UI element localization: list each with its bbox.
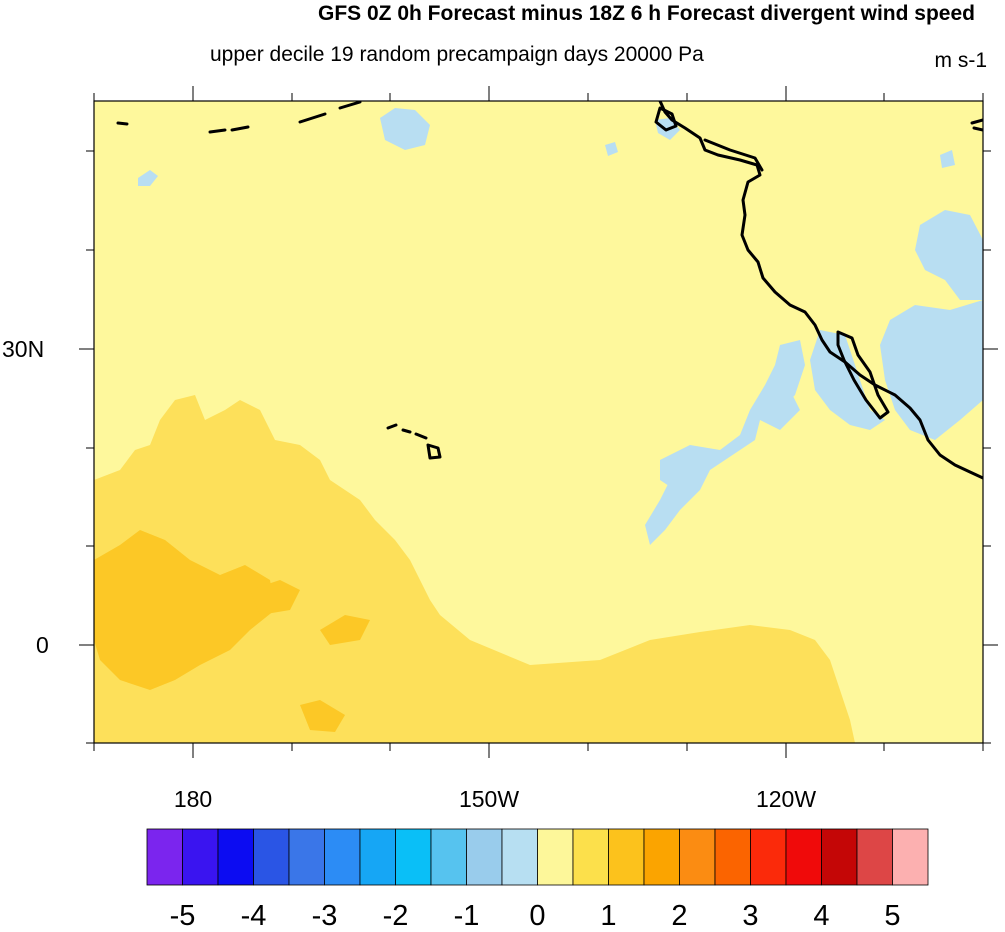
negative-region-small-2 <box>605 142 618 156</box>
colorbar-tick-label: 0 <box>529 900 546 932</box>
negative-region-east-1 <box>915 210 983 300</box>
colorbar-swatch <box>856 828 893 886</box>
x-tick-label-150w: 150W <box>458 786 520 812</box>
positive-region-strong-3 <box>320 615 370 645</box>
map-title: GFS 0Z 0h Forecast minus 18Z 6 h Forecas… <box>317 2 975 25</box>
colorbar-swatch <box>217 828 254 886</box>
colorbar-swatch <box>821 828 858 886</box>
y-tick-label-0: 0 <box>36 632 49 658</box>
colorbar-swatch <box>892 828 929 886</box>
colorbar-tick-label: -1 <box>453 900 480 932</box>
colorbar-swatch <box>643 828 680 886</box>
contour-field <box>94 101 983 743</box>
colorbar <box>146 828 929 886</box>
colorbar-tick-label: -3 <box>311 900 338 932</box>
colorbar-swatch <box>395 828 432 886</box>
ne-corner-coast <box>970 118 983 132</box>
colorbar-swatch <box>430 828 467 886</box>
negative-region-sw-1 <box>645 340 805 545</box>
colorbar-swatch <box>501 828 538 886</box>
colorbar-swatch <box>466 828 503 886</box>
plot-frame <box>93 100 984 744</box>
positive-region-strong-1 <box>94 530 275 690</box>
north-america-coastline <box>658 101 983 480</box>
vancouver-island <box>654 106 678 132</box>
colorbar-swatch <box>608 828 645 886</box>
baja-peninsula <box>836 330 890 420</box>
units-label: m s-1 <box>934 49 988 72</box>
colorbar-swatch <box>359 828 396 886</box>
aleutian-islands <box>116 101 362 134</box>
colorbar-swatch <box>288 828 325 886</box>
colorbar-swatch <box>537 828 574 886</box>
colorbar-tick-label: 4 <box>813 900 830 932</box>
y-tick-label-30n: 30N <box>2 336 45 362</box>
negative-region-small-1 <box>138 170 158 186</box>
colorbar-swatch <box>785 828 822 886</box>
positive-region-strong-4 <box>300 700 345 732</box>
colorbar-swatch <box>750 828 787 886</box>
map-subtitle: upper decile 19 random precampaign days … <box>210 43 704 66</box>
colorbar-swatch <box>679 828 716 886</box>
colorbar-tick-label: -5 <box>169 900 196 932</box>
coastlines <box>116 101 983 480</box>
negative-region-sw-3 <box>760 390 800 430</box>
coastal-inlet <box>703 138 764 172</box>
colorbar-swatch <box>572 828 609 886</box>
negative-region-nw <box>380 108 430 150</box>
negative-region-sw-2 <box>660 445 720 490</box>
colorbar-tick-label: 1 <box>600 900 617 932</box>
negative-region-small-4 <box>940 150 955 168</box>
hawaii-islands <box>386 423 442 460</box>
negative-region-baja <box>810 330 885 430</box>
tick-marks <box>79 86 998 758</box>
positive-region-strong-2 <box>250 580 300 615</box>
colorbar-swatch <box>253 828 290 886</box>
colorbar-tick-label: 2 <box>671 900 688 932</box>
colorbar-swatch <box>182 828 219 886</box>
colorbar-swatch <box>324 828 361 886</box>
colorbar-tick-label: 3 <box>742 900 759 932</box>
colorbar-swatch <box>146 828 183 886</box>
colorbar-tick-label: -4 <box>240 900 267 932</box>
colorbar-swatch <box>714 828 751 886</box>
x-tick-label-180: 180 <box>173 786 213 812</box>
x-tick-label-120w: 120W <box>755 786 817 812</box>
positive-region-west <box>94 395 855 743</box>
colorbar-tick-label: 5 <box>884 900 901 932</box>
colorbar-tick-label: -2 <box>382 900 409 932</box>
